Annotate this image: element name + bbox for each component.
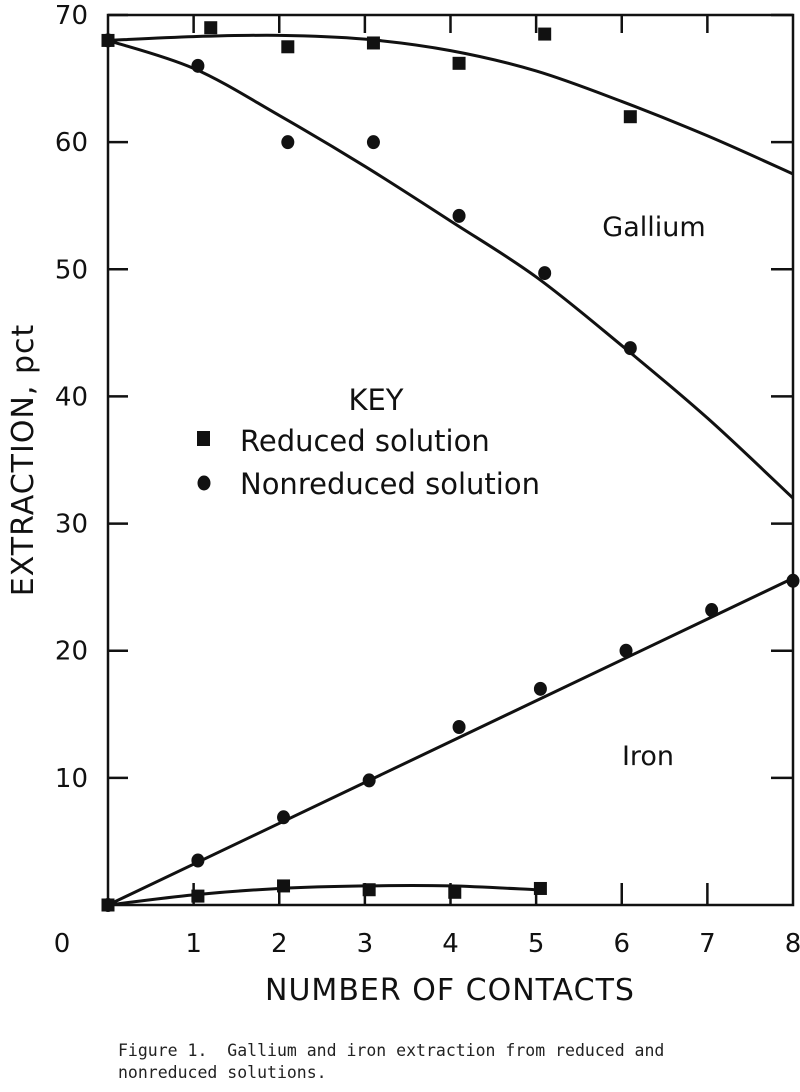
axes bbox=[106, 13, 795, 907]
data-point-square bbox=[277, 879, 291, 893]
data-point-circle bbox=[452, 720, 466, 734]
fit-curve-gallium-square bbox=[107, 33, 794, 176]
data-point-circle bbox=[452, 208, 466, 223]
annotation-gallium: Gallium bbox=[602, 212, 705, 243]
legend-circle-marker bbox=[197, 475, 211, 491]
y-tick-label: 60 bbox=[55, 128, 88, 158]
figure-caption: Figure 1. Gallium and iron extraction fr… bbox=[118, 1041, 665, 1082]
data-point-circle bbox=[362, 773, 376, 788]
y-tick-label: 30 bbox=[55, 510, 88, 540]
y-tick-label: 10 bbox=[55, 764, 88, 794]
data-points bbox=[101, 21, 800, 912]
x-tick-label: 7 bbox=[699, 929, 716, 959]
x-tick-label: 6 bbox=[613, 929, 630, 959]
data-point-circle bbox=[619, 643, 633, 658]
legend-label-reduced: Reduced solution bbox=[240, 424, 490, 458]
data-point-square bbox=[204, 21, 218, 35]
data-point-square bbox=[366, 36, 380, 50]
data-point-square bbox=[448, 885, 462, 899]
data-point-square bbox=[533, 881, 547, 895]
data-point-square bbox=[623, 110, 637, 124]
fit-curve-iron-circle bbox=[107, 576, 794, 907]
data-point-circle bbox=[786, 573, 800, 588]
data-point-circle bbox=[533, 681, 547, 696]
data-point-square bbox=[452, 56, 466, 70]
fit-curve-iron-square bbox=[107, 884, 537, 907]
y-tick-label: 40 bbox=[55, 382, 88, 412]
fit-curve-gallium-circle bbox=[107, 39, 795, 500]
y-tick-label: 70 bbox=[55, 1, 88, 31]
data-point-square bbox=[101, 898, 115, 912]
x-tick-label: 3 bbox=[357, 929, 374, 959]
data-point-circle bbox=[191, 58, 205, 73]
x-tick-label: 4 bbox=[442, 929, 459, 959]
fit-curves bbox=[107, 33, 795, 907]
data-point-square bbox=[362, 883, 376, 897]
data-point-circle bbox=[538, 266, 552, 281]
y-tick-label: 50 bbox=[55, 255, 88, 285]
legend-title: KEY bbox=[348, 383, 403, 417]
data-point-square bbox=[191, 889, 205, 903]
chart-labels: 0 1 2 3 4 5 6 7 8 10 20 30 40 50 60 70 NUMBER OF CONTACT… bbox=[6, 1, 800, 1008]
legend-square-marker bbox=[197, 431, 210, 446]
y-axis-title: EXTRACTION, pct bbox=[6, 324, 41, 596]
x-tick-label: 5 bbox=[528, 929, 545, 959]
data-point-square bbox=[538, 27, 552, 41]
chart: 0 1 2 3 4 5 6 7 8 10 20 30 40 50 60 70 NUMBER OF CONTACT… bbox=[6, 1, 800, 1008]
legend-label-nonreduced: Nonreduced solution bbox=[240, 467, 540, 501]
data-point-circle bbox=[191, 853, 205, 868]
annotation-iron: Iron bbox=[622, 741, 674, 772]
y-tick-label: 20 bbox=[55, 637, 88, 667]
plot-frame bbox=[106, 13, 795, 907]
x-tick-label: 2 bbox=[271, 929, 288, 959]
data-point-circle bbox=[705, 603, 719, 618]
x-tick-label: 1 bbox=[185, 929, 202, 959]
data-point-square bbox=[281, 40, 295, 54]
data-point-circle bbox=[623, 341, 637, 356]
data-point-circle bbox=[277, 810, 291, 825]
data-point-circle bbox=[281, 135, 295, 150]
data-point-circle bbox=[101, 33, 115, 48]
x-axis-title: NUMBER OF CONTACTS bbox=[265, 973, 635, 1008]
x-tick-label: 8 bbox=[785, 929, 800, 959]
data-point-circle bbox=[366, 135, 380, 150]
x-tick-label: 0 bbox=[54, 929, 71, 959]
